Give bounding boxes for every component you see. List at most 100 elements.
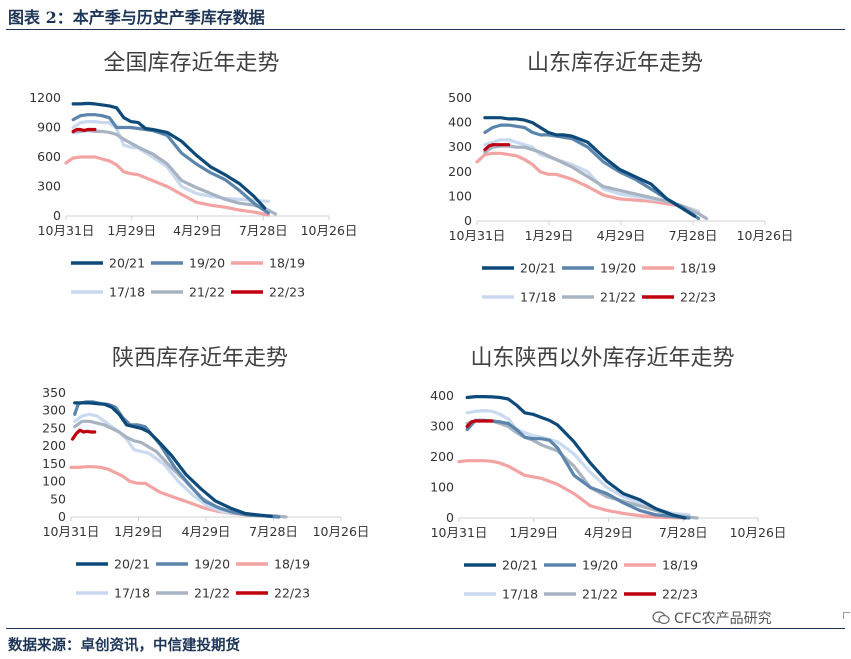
legend-label: 19/20	[582, 558, 618, 573]
chart-national: 全国库存近年走势 0 300 600 900 1200 10月31日 1月29日 4月29日 7月…	[29, 51, 358, 300]
x-tick-label: 4月29日	[182, 524, 231, 539]
series-line-20-21	[71, 101, 267, 210]
x-tick-label: 7月28日	[669, 228, 718, 243]
watermark: CFC农产品研究	[652, 608, 772, 628]
legend-label: 18/19	[662, 558, 698, 573]
legend-label: 18/19	[274, 557, 310, 572]
corner-mark	[843, 612, 850, 619]
x-tick-label: 1月29日	[509, 525, 558, 540]
x-tick-label: 7月28日	[249, 524, 298, 539]
legend-label: 22/23	[274, 586, 310, 601]
legend-label: 17/18	[502, 587, 538, 602]
series-line-21-22	[465, 418, 699, 520]
x-tick-label: 10月26日	[730, 525, 787, 540]
legend-label: 19/20	[189, 256, 225, 271]
x-tick-label: 4月29日	[173, 223, 222, 238]
series-line-19-20	[483, 123, 701, 221]
y-tick-label: 300	[448, 139, 472, 154]
series-line-20-21	[73, 401, 273, 518]
legend-label: 19/20	[600, 261, 636, 276]
series-line-17-18	[73, 412, 281, 519]
series-line-21-22	[71, 128, 278, 216]
chart-title: 陕西库存近年走势	[112, 346, 288, 371]
legend-label: 21/22	[189, 285, 225, 300]
legend-label: 20/21	[109, 256, 145, 271]
chart-other-regions: 山东陕西以外库存近年走势 0 100 200 300 400 10月31日 1月29日 4月29…	[430, 346, 787, 602]
x-tick-label: 1月29日	[525, 228, 574, 243]
y-tick-label: 300	[430, 419, 454, 434]
legend-label: 20/21	[502, 558, 538, 573]
series-line-21-22	[483, 144, 709, 221]
x-tick-label: 1月29日	[114, 524, 163, 539]
x-tick-label: 1月29日	[107, 223, 156, 238]
y-tick-label: 900	[37, 120, 61, 135]
series-line-22-23	[70, 428, 97, 441]
series-line-20-21	[483, 116, 697, 218]
watermark-text: CFC农产品研究	[674, 611, 772, 627]
legend-label: 21/22	[194, 586, 230, 601]
series-line-20-21	[465, 394, 687, 520]
legend-label: 18/19	[680, 261, 716, 276]
x-tick-label: 7月28日	[239, 223, 288, 238]
top-rule	[6, 29, 845, 30]
x-tick-label: 10月26日	[737, 228, 794, 243]
y-tick-label: 200	[42, 438, 66, 453]
y-tick-label: 200	[430, 449, 454, 464]
x-tick-label: 10月31日	[43, 524, 100, 539]
y-tick-label: 250	[42, 420, 66, 435]
legend-label: 17/18	[109, 285, 145, 300]
legend-label: 21/22	[600, 290, 636, 305]
wechat-icon	[652, 611, 670, 625]
y-tick-label: 300	[42, 403, 66, 418]
x-tick-label: 7月28日	[659, 525, 708, 540]
series-line-18-19	[69, 465, 281, 519]
y-tick-label: 150	[42, 456, 66, 471]
legend-label: 22/23	[662, 587, 698, 602]
series-line-19-20	[71, 113, 270, 215]
y-tick-label: 400	[448, 115, 472, 130]
series-line-18-19	[457, 459, 691, 520]
series-line-22-23	[483, 143, 511, 152]
y-tick-label: 600	[37, 149, 61, 164]
x-tick-label: 4月29日	[584, 525, 633, 540]
chart-shaanxi: 陕西库存近年走势 0 50 100 150 200 250 300 350 10月31日 1月29日…	[42, 346, 370, 601]
y-tick-label: 300	[37, 179, 61, 194]
y-tick-label: 100	[430, 480, 454, 495]
chart-title: 山东库存近年走势	[527, 51, 703, 76]
y-tick-label: 400	[430, 388, 454, 403]
x-tick-label: 10月31日	[431, 525, 488, 540]
legend-label: 21/22	[582, 587, 618, 602]
chart-shandong: 山东库存近年走势 0 100 200 300 400 500 10月31日 1月29日 4月29日…	[448, 51, 794, 305]
series-line-22-23	[465, 419, 494, 429]
legend-label: 18/19	[269, 256, 305, 271]
legend-label: 22/23	[269, 285, 305, 300]
chart-title: 山东陕西以外库存近年走势	[470, 346, 734, 371]
legend-label: 17/18	[520, 290, 556, 305]
y-tick-label: 350	[42, 385, 66, 400]
chart-title: 全国库存近年走势	[103, 51, 279, 76]
y-tick-label: 200	[448, 164, 472, 179]
series-line-22-23	[71, 127, 97, 134]
x-tick-label: 4月29日	[597, 228, 646, 243]
legend-label: 20/21	[114, 557, 150, 572]
y-tick-label: 0	[53, 208, 61, 223]
legend-label: 20/21	[520, 261, 556, 276]
x-tick-label: 10月31日	[449, 228, 506, 243]
y-tick-label: 0	[446, 510, 454, 525]
figure-title: 图表 2：本产季与历史产季库存数据	[8, 8, 265, 27]
y-tick-label: 100	[42, 474, 66, 489]
series-line-18-19	[64, 155, 270, 217]
legend-label: 17/18	[114, 586, 150, 601]
y-tick-label: 100	[448, 188, 472, 203]
y-tick-label: 50	[50, 491, 66, 506]
legend-label: 19/20	[194, 557, 230, 572]
y-tick-label: 1200	[29, 90, 61, 105]
y-tick-label: 500	[448, 90, 472, 105]
x-tick-label: 10月26日	[301, 223, 358, 238]
data-source-note: 数据来源：卓创资讯，中信建投期货	[8, 637, 240, 654]
y-tick-label: 0	[464, 213, 472, 228]
x-tick-label: 10月31日	[38, 223, 95, 238]
y-tick-label: 0	[58, 509, 66, 524]
bottom-rule	[6, 628, 845, 629]
x-tick-label: 10月26日	[313, 524, 370, 539]
